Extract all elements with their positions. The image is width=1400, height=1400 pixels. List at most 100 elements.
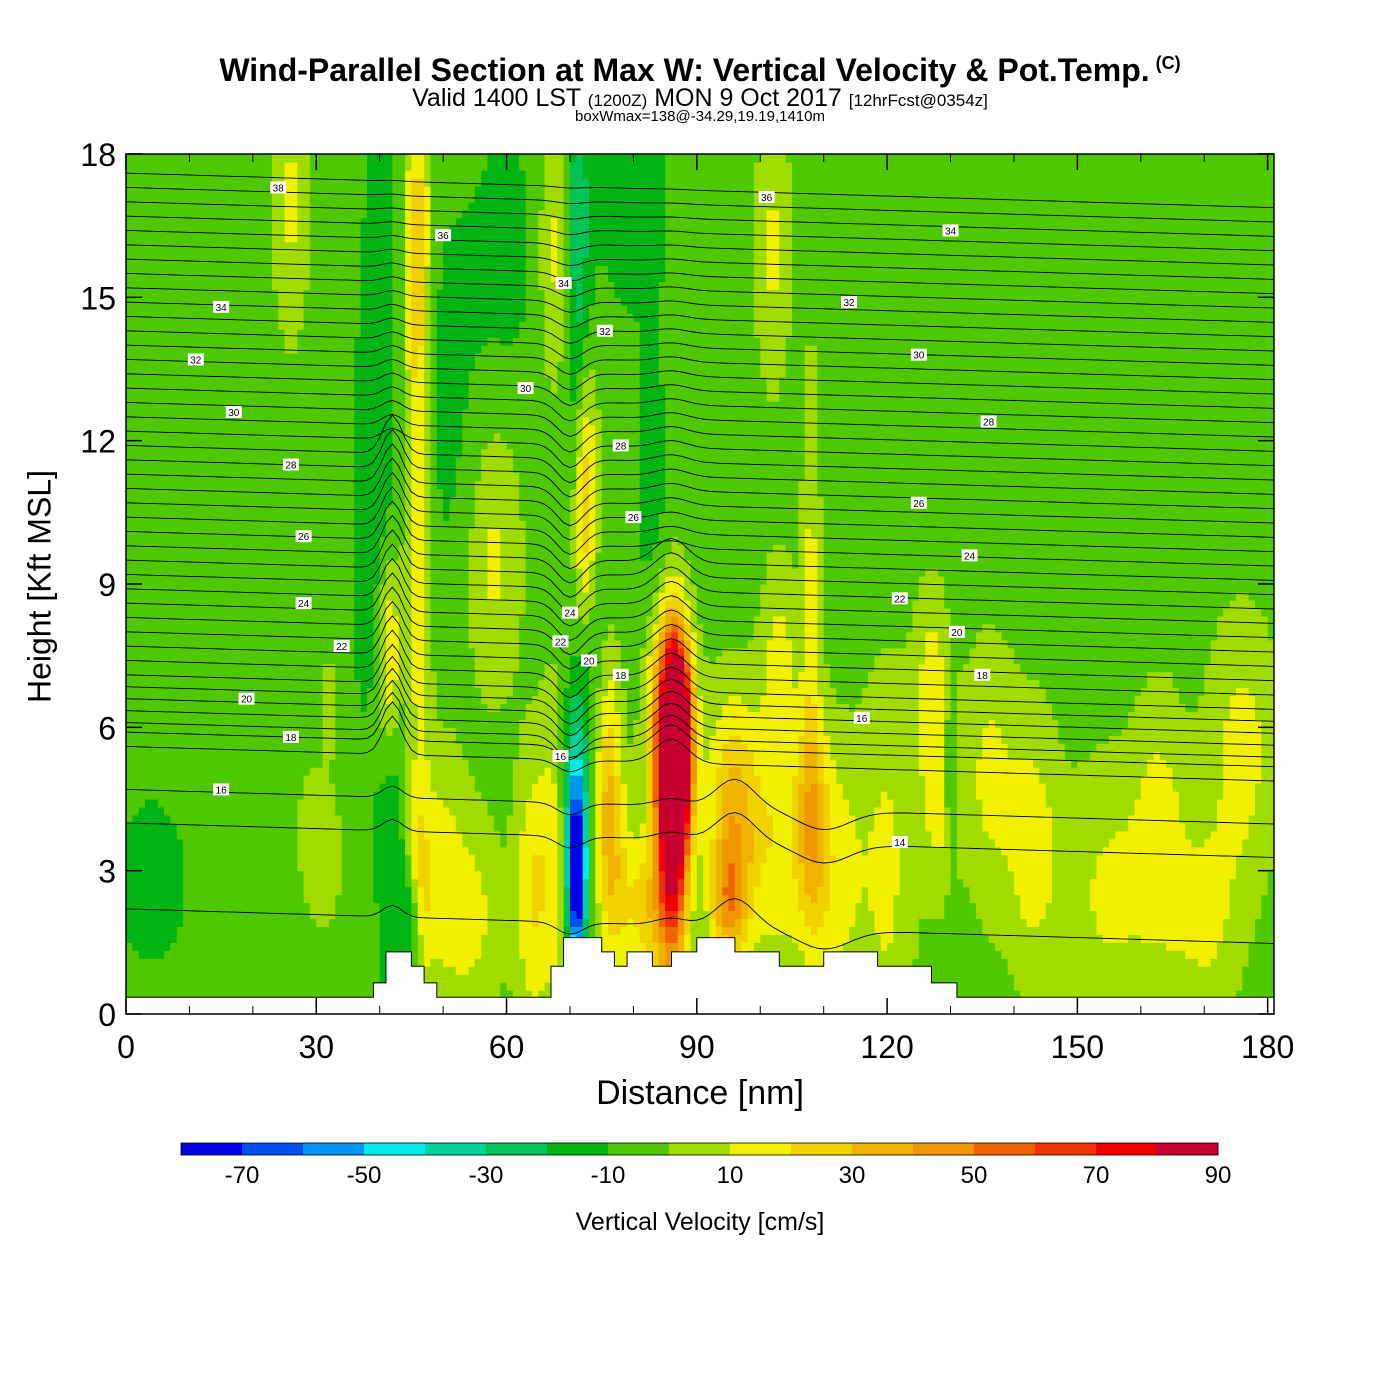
velocity-cell: [868, 671, 920, 681]
velocity-cell: [836, 695, 863, 705]
velocity-cell: [703, 695, 730, 705]
velocity-cell: [424, 313, 432, 322]
velocity-cell: [474, 353, 546, 362]
velocity-cell: [538, 233, 552, 243]
velocity-cell: [481, 950, 520, 959]
velocity-cell: [405, 273, 413, 283]
velocity-cell: [424, 161, 432, 171]
contour-label: 16: [555, 752, 567, 763]
velocity-cell: [944, 806, 952, 816]
velocity-cell: [367, 169, 393, 179]
velocity-cell: [563, 337, 571, 346]
velocity-cell: [690, 735, 698, 744]
velocity-cell: [690, 631, 698, 641]
velocity-cell: [836, 854, 901, 864]
velocity-cell: [627, 799, 647, 808]
velocity-cell: [925, 791, 945, 800]
copyright-mark: (C): [1155, 53, 1181, 74]
velocity-cell: [126, 759, 324, 768]
velocity-cell: [1223, 791, 1256, 800]
velocity-cell: [519, 743, 558, 752]
velocity-cell: [665, 607, 679, 617]
velocity-cell: [639, 329, 660, 338]
velocity-cell: [157, 799, 298, 808]
velocity-cell: [791, 854, 799, 864]
velocity-cell: [303, 321, 362, 330]
velocity-cell: [424, 599, 432, 609]
contour-label: 24: [298, 599, 310, 610]
velocity-cell: [373, 846, 406, 856]
velocity-cell: [696, 671, 768, 681]
velocity-cell: [665, 918, 679, 928]
velocity-cell: [601, 934, 641, 943]
velocity-cell: [766, 552, 793, 561]
velocity-cell: [791, 822, 799, 832]
velocity-cell: [956, 687, 1047, 697]
velocity-cell: [126, 488, 355, 498]
velocity-cell: [791, 209, 1274, 219]
velocity-cell: [646, 814, 654, 824]
velocity-cell: [354, 552, 381, 561]
velocity-cell: [405, 408, 413, 418]
velocity-cell: [1235, 854, 1274, 864]
velocity-cell: [741, 926, 749, 935]
velocity-cell: [176, 926, 381, 935]
velocity-cell: [405, 846, 413, 856]
velocity-cell: [639, 353, 660, 362]
velocity-cell: [576, 376, 584, 386]
velocity-cell: [525, 305, 546, 314]
velocity-cell: [798, 894, 812, 904]
velocity-cell: [557, 775, 565, 784]
velocity-cell: [1096, 926, 1224, 935]
velocity-cell: [500, 536, 527, 545]
velocity-cell: [696, 711, 704, 720]
velocity-cell: [753, 822, 774, 832]
velocity-cell: [944, 591, 1237, 601]
velocity-cell: [519, 504, 571, 513]
velocity-cell: [722, 711, 806, 720]
velocity-cell: [595, 870, 603, 880]
velocity-cell: [614, 743, 622, 752]
velocity-cell: [569, 249, 590, 259]
velocity-cell: [823, 775, 837, 784]
velocity-cell: [126, 814, 133, 824]
velocity-cell: [417, 727, 425, 736]
velocity-cell: [1045, 799, 1136, 808]
velocity-cell: [405, 353, 413, 362]
velocity-cell: [627, 735, 635, 744]
velocity-cell: [658, 305, 755, 314]
contour-label-bg: [552, 635, 569, 648]
velocity-cell: [658, 822, 685, 832]
velocity-cell: [373, 799, 400, 808]
velocity-cell: [424, 623, 432, 633]
velocity-cell: [753, 830, 774, 840]
velocity-cell: [468, 767, 514, 776]
velocity-cell: [303, 305, 362, 314]
velocity-cell: [715, 918, 723, 928]
velocity-cell: [715, 878, 723, 888]
velocity-cell: [595, 799, 603, 808]
velocity-cell: [791, 273, 1274, 283]
velocity-cell: [912, 623, 952, 633]
velocity-cell: [576, 591, 596, 601]
velocity-cell: [436, 440, 463, 450]
velocity-cell: [417, 822, 425, 832]
velocity-cell: [639, 862, 654, 872]
velocity-cell: [569, 209, 590, 219]
velocity-cell: [462, 432, 495, 442]
velocity-cell: [677, 926, 685, 935]
velocity-cell: [690, 743, 698, 752]
velocity-cell: [601, 432, 641, 442]
velocity-cell: [665, 225, 755, 235]
velocity-cell: [690, 711, 698, 720]
velocity-cell: [817, 743, 825, 752]
velocity-cell: [405, 361, 413, 370]
velocity-cell: [398, 647, 413, 657]
velocity-cell: [595, 440, 603, 450]
velocity-cell: [424, 814, 457, 824]
velocity-cell: [779, 209, 793, 219]
velocity-cell: [1172, 767, 1224, 776]
velocity-cell: [950, 671, 958, 681]
velocity-cell: [665, 671, 685, 681]
velocity-cell: [126, 193, 273, 203]
